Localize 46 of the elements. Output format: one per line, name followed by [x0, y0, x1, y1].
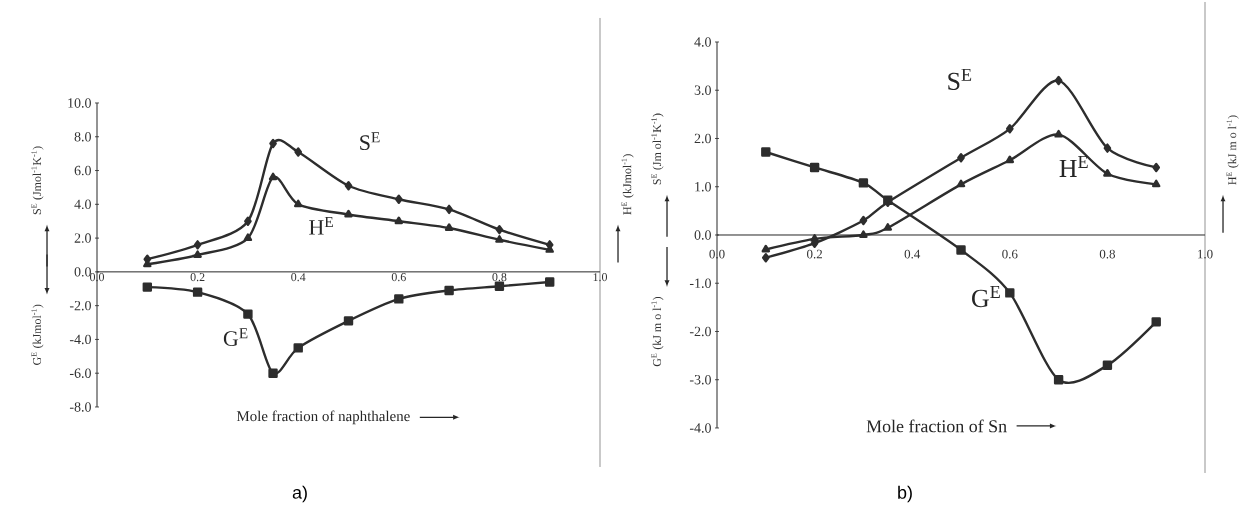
text: G$^{E}$ (kJmol$^{-1}$) [31, 304, 44, 365]
x-tick-label: 0.2 [190, 273, 205, 282]
y2-axis-title: H$^{E}$ (kJmol$^{-1}$) [621, 154, 634, 215]
text: G$^{E}$ (kJ m o l$^{-1}$) [651, 296, 664, 367]
text: S$^{E}$ [948, 68, 972, 91]
y-tick-label: -4.0 [69, 334, 91, 345]
text: a) [292, 485, 307, 503]
x-tick-label: 0.0 [89, 273, 105, 282]
y-axis-title: S$^{E}$ (Jm ol$^{-1}$K$^{-1}$) [651, 113, 664, 185]
y-tick-label: 2.0 [694, 133, 711, 144]
series-label: H$^{E}$ [1059, 156, 1088, 177]
text: b) [898, 485, 912, 503]
x-tick-label: 1.0 [1198, 249, 1213, 259]
y-tick-label: -2.0 [69, 300, 91, 311]
x-tick-label: 0.4 [291, 273, 306, 282]
x-tick-label: 1.0 [593, 273, 608, 282]
y-tick-label: -8.0 [69, 402, 91, 412]
series-label: S$^{E}$ [360, 132, 380, 151]
x-tick-label: 0.8 [492, 273, 507, 282]
x-tick-label: 0.6 [1002, 249, 1018, 259]
x-tick-label: 0.2 [807, 249, 822, 259]
y-tick-label: -2.0 [689, 326, 711, 337]
x-tick-label: 0.6 [391, 273, 406, 282]
y-tick-label: 0.0 [694, 230, 711, 240]
y-tick-label: 3.0 [694, 85, 711, 95]
y-tick-label: -3.0 [689, 374, 711, 385]
y2-axis-title: H$^{E}$ (kJ m o l$^{-1}$) [1226, 115, 1239, 185]
y-tick-label: -4.0 [689, 423, 711, 433]
y-tick-label: 6.0 [74, 165, 91, 176]
y-tick-label: 4.0 [694, 37, 711, 47]
y-tick-label: 1.0 [695, 182, 711, 192]
y-tick-label: -1.0 [689, 278, 711, 288]
y-tick-label: 4.0 [74, 199, 91, 210]
y-tick-label: -6.0 [69, 368, 91, 378]
x-tick-label: 0.8 [1099, 249, 1116, 259]
series-label: G$^{E}$ [972, 286, 1000, 308]
x-axis-title: Mole fraction of naphthalene [236, 410, 410, 425]
y-tick-label: 2.0 [74, 233, 91, 243]
x-axis-title: Mole fraction of Sn [866, 419, 1007, 433]
x-tick-label: 0.4 [904, 249, 921, 259]
y-tick-label: 10.0 [68, 98, 91, 108]
y-axis-title: S$^{E}$ (Jmol$^{-1}$K$^{-1}$) [31, 146, 44, 215]
x-tick-label: 0.0 [709, 249, 725, 259]
y-tick-label: 8.0 [74, 132, 91, 142]
series-label: G$^{E}$ [223, 328, 248, 346]
series-label: H$^{E}$ [309, 216, 333, 235]
